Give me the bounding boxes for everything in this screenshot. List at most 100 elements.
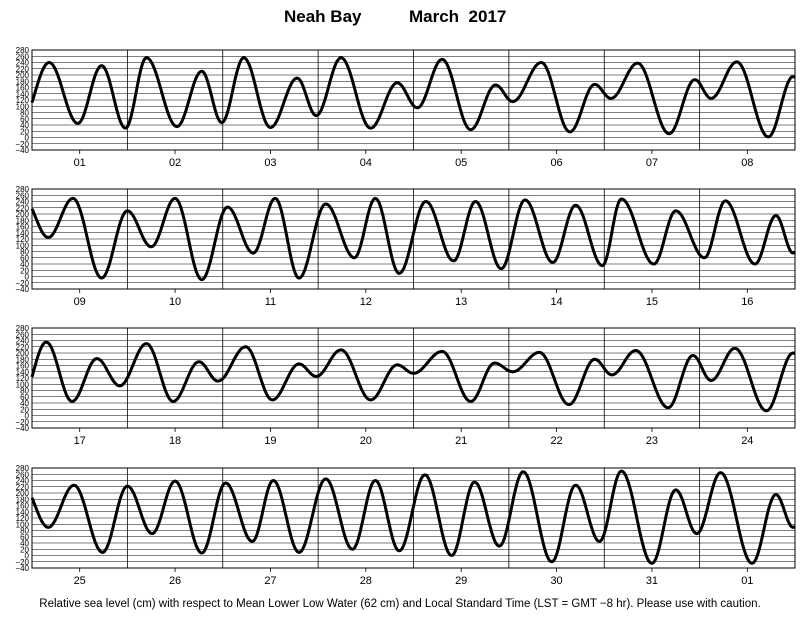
- day-label: 01: [74, 157, 86, 169]
- y-tick-label: 100: [16, 241, 30, 250]
- y-tick-label: 280: [16, 464, 30, 473]
- y-tick-label: 240: [16, 337, 30, 346]
- station-title: Neah Bay: [284, 7, 362, 26]
- day-label: 26: [169, 575, 181, 587]
- y-tick-label: 220: [16, 343, 30, 352]
- y-tick-label: 40: [20, 121, 29, 130]
- y-tick-label: 80: [20, 527, 29, 536]
- y-tick-label: 160: [16, 502, 30, 511]
- tide-curve: [30, 340, 796, 413]
- y-tick-label: 40: [20, 539, 29, 548]
- day-label: 20: [360, 435, 372, 447]
- day-label: 08: [741, 157, 753, 169]
- y-tick-label: 0: [25, 273, 30, 282]
- y-tick-label: 80: [20, 248, 29, 257]
- day-label: 14: [550, 296, 562, 308]
- y-tick-label: 280: [16, 324, 30, 333]
- y-tick-label: 80: [20, 109, 29, 118]
- y-tick-label: 280: [16, 185, 30, 194]
- y-tick-label: 140: [16, 90, 30, 99]
- y-tick-label: 120: [16, 374, 30, 383]
- day-label: 02: [169, 157, 181, 169]
- y-tick-label: 200: [16, 210, 30, 219]
- day-label: 05: [455, 157, 467, 169]
- day-label: 12: [360, 296, 372, 308]
- y-tick-label: 140: [16, 368, 30, 377]
- y-tick-label: 140: [16, 229, 30, 238]
- y-tick-label: 240: [16, 59, 30, 68]
- y-tick-label: 0: [25, 412, 30, 421]
- day-label: 15: [646, 296, 658, 308]
- y-tick-label: 180: [16, 495, 30, 504]
- y-tick-label: 60: [20, 533, 29, 542]
- y-tick-label: 0: [25, 134, 30, 143]
- day-label: 28: [360, 575, 372, 587]
- day-label: 19: [264, 435, 276, 447]
- y-tick-label: 280: [16, 46, 30, 55]
- y-tick-label: 220: [16, 483, 30, 492]
- day-label: 03: [264, 157, 276, 169]
- y-tick-label: 260: [16, 470, 30, 479]
- y-tick-label: 100: [16, 380, 30, 389]
- y-tick-label: 20: [20, 545, 29, 554]
- y-tick-label: 220: [16, 204, 30, 213]
- y-tick-label: 20: [20, 266, 29, 275]
- y-tick-label: 180: [16, 355, 30, 364]
- y-tick-label: −40: [15, 146, 29, 155]
- y-tick-label: 20: [20, 127, 29, 136]
- month-label: March: [409, 7, 460, 26]
- y-tick-label: 100: [16, 102, 30, 111]
- y-tick-label: 120: [16, 96, 30, 105]
- y-tick-label: 160: [16, 84, 30, 93]
- day-label: 29: [455, 575, 467, 587]
- y-tick-label: 160: [16, 362, 30, 371]
- day-label: 27: [264, 575, 276, 587]
- day-label: 01: [741, 575, 753, 587]
- y-tick-label: 240: [16, 477, 30, 486]
- tide-curve: [30, 469, 796, 565]
- y-tick-label: −20: [15, 279, 29, 288]
- y-tick-label: −40: [15, 285, 29, 294]
- y-tick-label: −40: [15, 564, 29, 573]
- day-label: 25: [74, 575, 86, 587]
- day-label: 04: [360, 157, 372, 169]
- y-tick-label: 20: [20, 405, 29, 414]
- y-tick-label: 140: [16, 508, 30, 517]
- y-tick-label: 200: [16, 489, 30, 498]
- day-label: 22: [550, 435, 562, 447]
- y-tick-label: 40: [20, 399, 29, 408]
- y-tick-label: 60: [20, 115, 29, 124]
- month-year-title: March 2017: [409, 7, 506, 27]
- day-label: 23: [646, 435, 658, 447]
- y-tick-label: 260: [16, 191, 30, 200]
- y-tick-label: 160: [16, 223, 30, 232]
- y-tick-label: −40: [15, 424, 29, 433]
- tide-curve: [30, 56, 796, 139]
- day-label: 24: [741, 435, 753, 447]
- y-tick-label: 0: [25, 552, 30, 561]
- day-label: 16: [741, 296, 753, 308]
- day-label: 10: [169, 296, 181, 308]
- y-tick-label: 40: [20, 260, 29, 269]
- y-tick-label: 60: [20, 393, 29, 402]
- y-tick-label: 120: [16, 514, 30, 523]
- day-label: 09: [74, 296, 86, 308]
- day-label: 11: [265, 296, 276, 308]
- y-tick-label: 200: [16, 71, 30, 80]
- y-tick-label: 260: [16, 52, 30, 61]
- y-tick-label: −20: [15, 418, 29, 427]
- y-tick-label: 220: [16, 65, 30, 74]
- day-label: 17: [74, 435, 86, 447]
- y-tick-label: 240: [16, 198, 30, 207]
- y-tick-label: 260: [16, 330, 30, 339]
- y-tick-label: 180: [16, 77, 30, 86]
- y-tick-label: −20: [15, 140, 29, 149]
- day-label: 30: [550, 575, 562, 587]
- y-tick-label: 60: [20, 254, 29, 263]
- day-label: 18: [169, 435, 181, 447]
- y-tick-label: 100: [16, 520, 30, 529]
- y-tick-label: 180: [16, 216, 30, 225]
- y-tick-label: 200: [16, 349, 30, 358]
- day-label: 13: [455, 296, 467, 308]
